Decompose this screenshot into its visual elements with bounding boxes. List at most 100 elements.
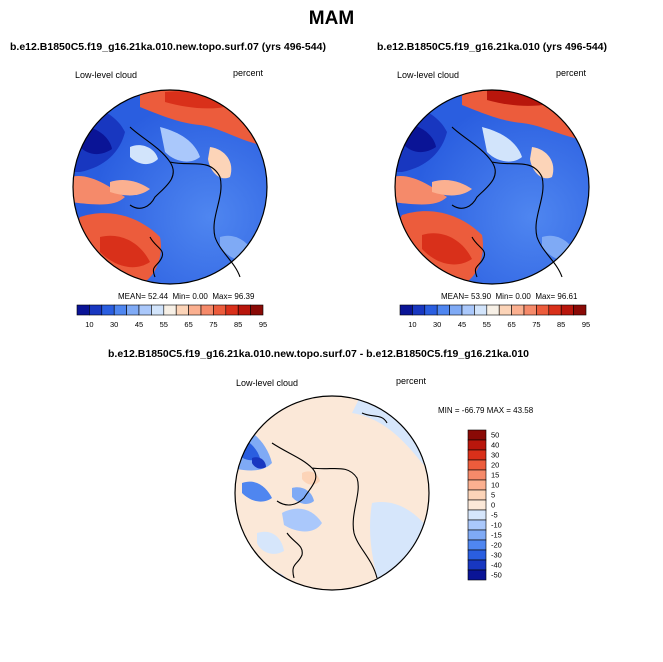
panel-1-min-value: 0.00 bbox=[192, 292, 208, 301]
panel-1-max-label: Max= bbox=[212, 292, 233, 301]
colorbar-swatch bbox=[560, 304, 574, 316]
colorbar-tick-label: 45 bbox=[135, 320, 143, 329]
panel-3-variable-label: Low-level cloud bbox=[236, 378, 299, 388]
colorbar-tick-label: 50 bbox=[491, 431, 499, 440]
colorbar-swatch bbox=[175, 304, 189, 316]
colorbar-swatch bbox=[467, 499, 487, 511]
colorbar-swatch bbox=[138, 304, 152, 316]
colorbar-swatch bbox=[200, 304, 214, 316]
colorbar-tick-label: 30 bbox=[433, 320, 441, 329]
colorbar-tick-label: 95 bbox=[582, 320, 590, 329]
panel-2-mean-value: 53.90 bbox=[471, 292, 492, 301]
colorbar-tick-label: 45 bbox=[458, 320, 466, 329]
colorbar-swatch bbox=[486, 304, 500, 316]
colorbar-swatch bbox=[548, 304, 562, 316]
colorbar-tick-label: 10 bbox=[408, 320, 416, 329]
colorbar-tick-label: 5 bbox=[491, 491, 495, 500]
panel-2-title: b.e12.B1850C5.f19_g16.21ka.010 (yrs 496-… bbox=[377, 41, 607, 53]
panel-2-stats: MEAN= 53.90 Min= 0.00 Max= 96.61 bbox=[441, 292, 577, 301]
colorbar-swatch bbox=[467, 459, 487, 471]
page-title: MAM bbox=[308, 8, 355, 29]
colorbar-tick-label: 10 bbox=[85, 320, 93, 329]
colorbar-tick-label: 55 bbox=[483, 320, 491, 329]
colorbar-tick-label: 30 bbox=[110, 320, 118, 329]
colorbar-swatch bbox=[424, 304, 438, 316]
colorbar-tick-label: -40 bbox=[491, 561, 502, 570]
panel-1-stats: MEAN= 52.44 Min= 0.00 Max= 96.39 bbox=[118, 292, 254, 301]
panel-3-units-label: percent bbox=[396, 376, 427, 386]
colorbar-swatch bbox=[461, 304, 475, 316]
colorbar-swatch bbox=[474, 304, 488, 316]
colorbar-swatch bbox=[467, 549, 487, 561]
colorbar-swatch bbox=[101, 304, 115, 316]
colorbar-swatch bbox=[188, 304, 202, 316]
colorbar-swatch bbox=[467, 559, 487, 571]
panel-2-variable-label: Low-level cloud bbox=[397, 70, 460, 80]
colorbar-swatch bbox=[523, 304, 537, 316]
colorbar-swatch bbox=[467, 509, 487, 521]
panel-1-mean-label: MEAN= bbox=[118, 292, 146, 301]
colorbar-swatch bbox=[126, 304, 140, 316]
colorbar-swatch bbox=[449, 304, 463, 316]
colorbar-tick-label: 15 bbox=[491, 471, 499, 480]
panel-2-units-label: percent bbox=[556, 68, 587, 78]
colorbar-swatch bbox=[163, 304, 177, 316]
colorbar-tick-label: 0 bbox=[491, 501, 495, 510]
colorbar-swatch bbox=[399, 304, 413, 316]
panel-2-min-label: Min= bbox=[495, 292, 514, 301]
colorbar-tick-label: 55 bbox=[160, 320, 168, 329]
colorbar-tick-label: 75 bbox=[209, 320, 217, 329]
colorbar-tick-label: 65 bbox=[507, 320, 515, 329]
panel-2-max-value: 96.61 bbox=[557, 292, 578, 301]
colorbar-swatch bbox=[536, 304, 550, 316]
colorbar-tick-label: 95 bbox=[259, 320, 267, 329]
panel-2-max-label: Max= bbox=[535, 292, 556, 301]
colorbar-swatch bbox=[467, 539, 487, 551]
colorbar-tick-label: -5 bbox=[491, 511, 498, 520]
panel-3-stats: MIN = -66.79 MAX = 43.58 bbox=[438, 406, 534, 415]
colorbar-swatch bbox=[76, 304, 90, 316]
colorbar-swatch bbox=[250, 304, 264, 316]
colorbar-swatch bbox=[213, 304, 227, 316]
panel-1-colorbar: 10 30 45 55 65 75 85 95 bbox=[76, 304, 267, 329]
panel-1-units-label: percent bbox=[233, 68, 264, 78]
panel-2-polar-map bbox=[394, 89, 590, 285]
colorbar-swatch bbox=[467, 449, 487, 461]
panel-3-polar-map bbox=[234, 395, 430, 591]
colorbar-tick-label: 85 bbox=[234, 320, 242, 329]
colorbar-tick-label: 10 bbox=[491, 481, 499, 490]
colorbar-swatch bbox=[151, 304, 165, 316]
colorbar-tick-label: -30 bbox=[491, 551, 502, 560]
colorbar-tick-label: 65 bbox=[184, 320, 192, 329]
colorbar-swatch bbox=[225, 304, 239, 316]
colorbar-tick-label: 40 bbox=[491, 441, 499, 450]
colorbar-swatch bbox=[467, 489, 487, 501]
colorbar-swatch bbox=[113, 304, 127, 316]
colorbar-tick-label: -15 bbox=[491, 531, 502, 540]
panel-2-colorbar: 10 30 45 55 65 75 85 95 bbox=[399, 304, 590, 329]
colorbar-tick-label: 85 bbox=[557, 320, 565, 329]
colorbar-swatch bbox=[436, 304, 450, 316]
colorbar-tick-label: 75 bbox=[532, 320, 540, 329]
colorbar-tick-label: -20 bbox=[491, 541, 502, 550]
panel-1-title: b.e12.B1850C5.f19_g16.21ka.010.new.topo.… bbox=[10, 41, 326, 53]
colorbar-tick-label: 20 bbox=[491, 461, 499, 470]
colorbar-tick-label: -50 bbox=[491, 571, 502, 580]
colorbar-swatch bbox=[467, 569, 487, 581]
colorbar-swatch bbox=[237, 304, 251, 316]
panel-1-mean-value: 52.44 bbox=[148, 292, 169, 301]
panel-2-min-value: 0.00 bbox=[515, 292, 531, 301]
panel-1-variable-label: Low-level cloud bbox=[75, 70, 138, 80]
colorbar-swatch bbox=[573, 304, 587, 316]
colorbar-swatch bbox=[467, 429, 487, 441]
panel-1-max-value: 96.39 bbox=[234, 292, 255, 301]
colorbar-swatch bbox=[467, 469, 487, 481]
colorbar-swatch bbox=[89, 304, 103, 316]
panel-3-title: b.e12.B1850C5.f19_g16.21ka.010.new.topo.… bbox=[108, 348, 530, 360]
panel-1-min-label: Min= bbox=[172, 292, 191, 301]
panel-2-mean-label: MEAN= bbox=[441, 292, 469, 301]
colorbar-tick-label: -10 bbox=[491, 521, 502, 530]
colorbar-swatch bbox=[498, 304, 512, 316]
colorbar-swatch bbox=[467, 519, 487, 531]
